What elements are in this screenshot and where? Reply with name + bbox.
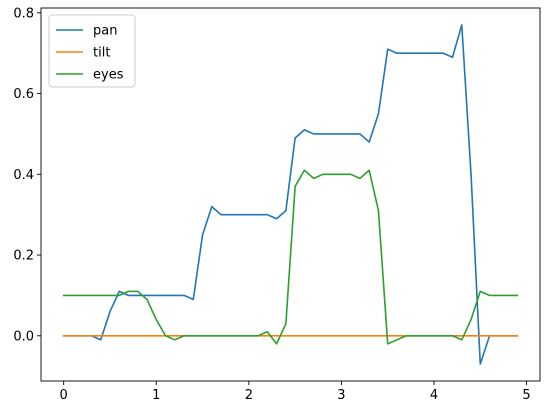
- series-layer: [62, 24, 519, 365]
- x-tick-label: 0: [60, 388, 68, 403]
- series-line-eyes: [62, 169, 519, 345]
- x-tick-label: 4: [430, 388, 438, 403]
- x-tick-label: 1: [152, 388, 160, 403]
- series-line-pan: [62, 24, 519, 365]
- legend-label-eyes: eyes: [93, 68, 124, 83]
- x-tick-label: 3: [337, 388, 345, 403]
- x-tick-label: 5: [522, 388, 530, 403]
- y-tick-label: 0.2: [13, 249, 34, 264]
- y-axis: 0.0 0.2 0.4 0.6 0.8: [13, 6, 41, 344]
- plot-frame: [40, 7, 541, 382]
- x-axis: 0 1 2 3 4 5: [60, 381, 531, 403]
- x-tick-label: 2: [245, 388, 253, 403]
- legend-label-tilt: tilt: [93, 46, 110, 61]
- y-tick-label: 0.4: [13, 168, 34, 183]
- legend-label-pan: pan: [93, 24, 117, 39]
- legend: pan tilt eyes: [48, 14, 136, 88]
- y-tick-label: 0.0: [13, 329, 34, 344]
- y-tick-label: 0.8: [13, 6, 34, 21]
- y-tick-label: 0.6: [13, 87, 34, 102]
- legend-box: [48, 14, 136, 88]
